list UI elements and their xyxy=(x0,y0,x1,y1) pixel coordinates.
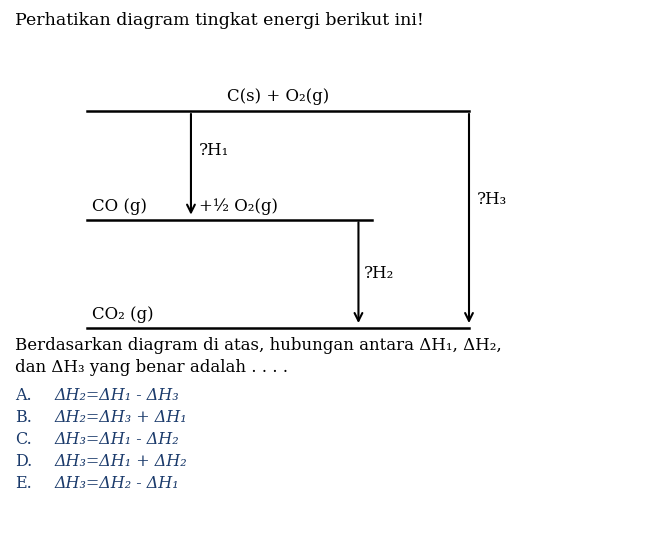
Text: ?H₂: ?H₂ xyxy=(363,265,394,282)
Text: CO (g): CO (g) xyxy=(92,197,147,215)
Text: A.: A. xyxy=(15,387,31,404)
Text: ΔH₃=ΔH₁ + ΔH₂: ΔH₃=ΔH₁ + ΔH₂ xyxy=(55,453,188,470)
Text: ΔH₂=ΔH₁ - ΔH₃: ΔH₂=ΔH₁ - ΔH₃ xyxy=(55,387,180,404)
Text: ?H₁: ?H₁ xyxy=(199,142,229,159)
Text: ΔH₂=ΔH₃ + ΔH₁: ΔH₂=ΔH₃ + ΔH₁ xyxy=(55,409,188,426)
Text: D.: D. xyxy=(15,453,32,470)
Text: ΔH₃=ΔH₂ - ΔH₁: ΔH₃=ΔH₂ - ΔH₁ xyxy=(55,475,180,492)
Text: ?H₃: ?H₃ xyxy=(477,191,507,208)
Text: Perhatikan diagram tingkat energi berikut ini!: Perhatikan diagram tingkat energi beriku… xyxy=(15,12,424,29)
Text: C.: C. xyxy=(15,431,31,448)
Text: B.: B. xyxy=(15,409,32,426)
Text: C(s) + O₂(g): C(s) + O₂(g) xyxy=(227,88,329,105)
Text: +½ O₂(g): +½ O₂(g) xyxy=(199,197,278,215)
Text: ΔH₃=ΔH₁ - ΔH₂: ΔH₃=ΔH₁ - ΔH₂ xyxy=(55,431,180,448)
Text: Berdasarkan diagram di atas, hubungan antara ΔH₁, ΔH₂,: Berdasarkan diagram di atas, hubungan an… xyxy=(15,337,502,354)
Text: CO₂ (g): CO₂ (g) xyxy=(92,306,153,323)
Text: dan ΔH₃ yang benar adalah . . . .: dan ΔH₃ yang benar adalah . . . . xyxy=(15,359,288,376)
Text: E.: E. xyxy=(15,475,31,492)
